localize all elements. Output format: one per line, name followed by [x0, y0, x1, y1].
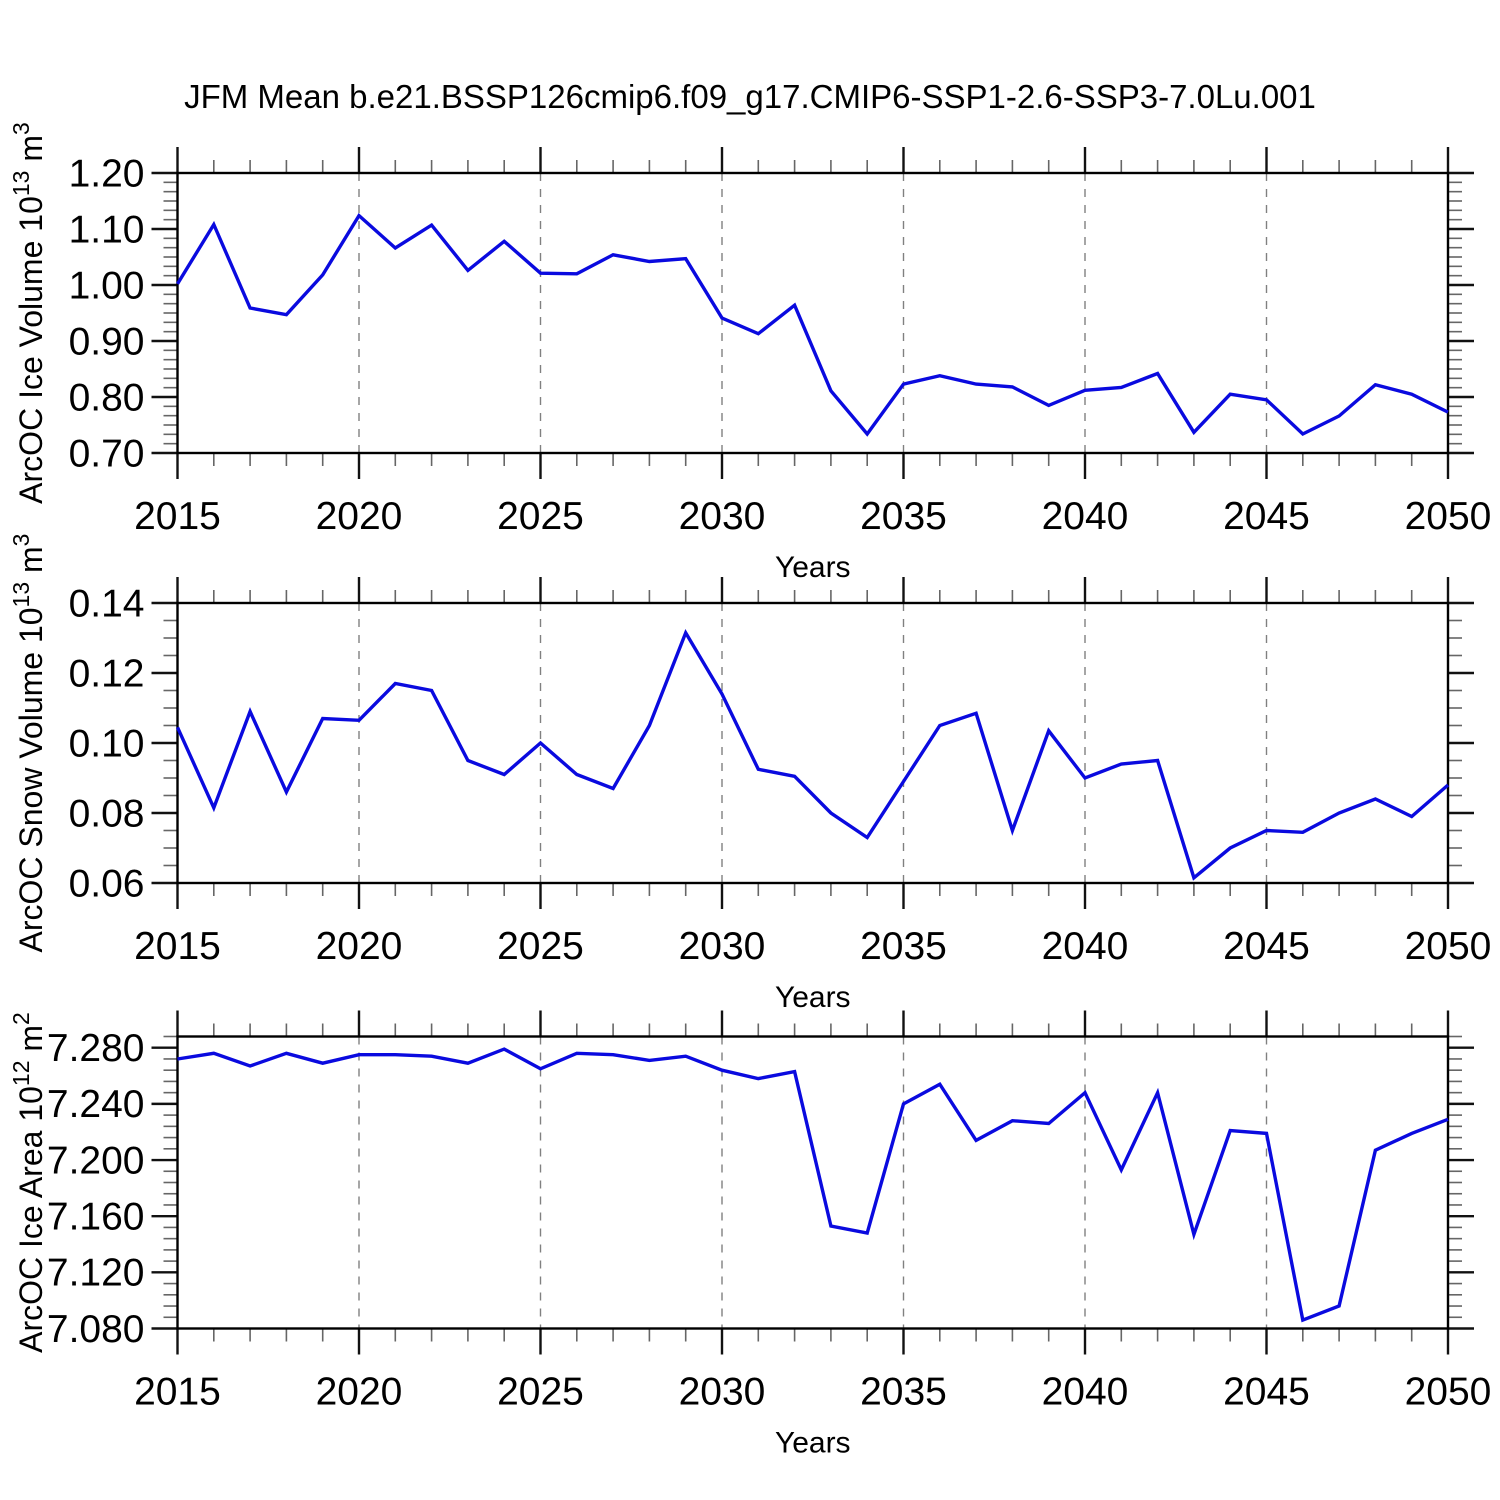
y-tick-label: 0.10 [69, 722, 145, 765]
x-tick-label: 2015 [134, 925, 221, 968]
y-tick-label: 7.200 [47, 1139, 145, 1182]
y-tick-label: 7.280 [47, 1027, 145, 1070]
x-tick-label: 2040 [1042, 495, 1129, 538]
x-tick-label: 2030 [679, 495, 766, 538]
x-tick-label: 2030 [679, 1371, 766, 1414]
x-axis-title: Years [775, 981, 851, 1014]
series-line-snow-volume [175, 628, 1450, 881]
y-tick-label: 0.14 [69, 582, 145, 625]
series-line-ice-area [177, 1047, 1449, 1323]
x-tick-label: 2015 [134, 1371, 221, 1414]
plot-frame [176, 1035, 1450, 1330]
y-tick-label: 1.10 [69, 208, 145, 251]
x-tick-label: 2035 [860, 925, 947, 968]
x-tick-label: 2035 [860, 495, 947, 538]
x-tick-label: 2025 [497, 925, 584, 968]
plot-frame [176, 601, 1450, 885]
x-axis-title: Years [775, 1427, 851, 1460]
plot-frame [176, 171, 1450, 455]
y-tick-label: 1.00 [69, 264, 145, 307]
x-tick-label: 2040 [1042, 925, 1129, 968]
panel-ice-volume: 1.20 1.10 1.00 0.90 0.80 0.70 2015 2020 2025 2030… [8, 122, 1491, 584]
y-tick-label: 0.80 [69, 376, 145, 419]
x-tick-label: 2035 [860, 1371, 947, 1414]
x-tick-label: 2045 [1223, 925, 1310, 968]
y-axis-title: ArcOC Ice Volume 1013 m3 [8, 122, 49, 504]
x-tick-label: 2015 [134, 495, 221, 538]
y-tick-label: 0.12 [69, 652, 145, 695]
y-tick-label: 7.120 [47, 1252, 145, 1295]
x-tick-label: 2050 [1405, 495, 1492, 538]
x-tick-label: 2040 [1042, 1371, 1129, 1414]
x-tick-label: 2050 [1405, 925, 1492, 968]
x-tick-label: 2020 [316, 495, 403, 538]
x-tick-label: 2045 [1223, 1371, 1310, 1414]
chart-title: JFM Mean b.e21.BSSP126cmip6.f09_g17.CMIP… [184, 78, 1316, 115]
x-tick-label: 2020 [316, 925, 403, 968]
x-tick-label: 2030 [679, 925, 766, 968]
panel-ice-area: 7.280 7.240 7.200 7.160 7.120 7.080 2015 2020 20… [8, 1010, 1492, 1460]
x-tick-label: 2045 [1223, 495, 1310, 538]
y-tick-label: 0.08 [69, 792, 145, 835]
panel-snow-volume: 0.14 0.12 0.10 0.08 0.06 2015 2020 2025 2030 2035… [8, 534, 1491, 1014]
y-tick-label: 0.90 [69, 320, 145, 363]
y-tick-label: 7.160 [47, 1195, 145, 1238]
series-line-ice-volume [176, 212, 1449, 437]
x-tick-label: 2025 [497, 1371, 584, 1414]
x-tick-label: 2025 [497, 495, 584, 538]
y-tick-label: 1.20 [69, 152, 145, 195]
y-tick-label: 7.080 [47, 1308, 145, 1351]
x-axis-title: Years [775, 551, 851, 584]
x-tick-label: 2020 [316, 1371, 403, 1414]
y-axis-title: ArcOC Ice Area 1012 m2 [8, 1012, 49, 1353]
y-tick-label: 7.240 [47, 1083, 145, 1126]
y-tick-label: 0.06 [69, 862, 145, 905]
y-axis-title: ArcOC Snow Volume 1013 m3 [8, 534, 49, 953]
y-tick-label: 0.70 [69, 432, 145, 475]
x-tick-label: 2050 [1405, 1371, 1492, 1414]
